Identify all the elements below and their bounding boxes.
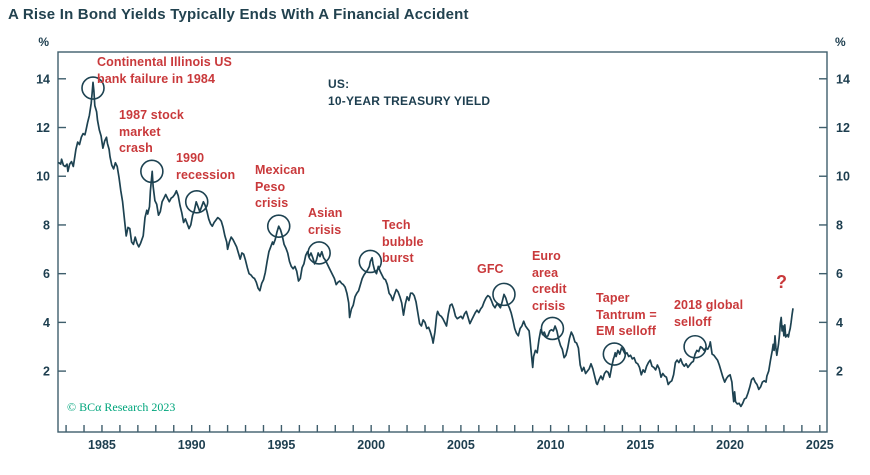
y-axis-label-left: 10 <box>36 170 50 184</box>
x-axis-label: 2000 <box>357 438 385 452</box>
y-axis-label-left: 12 <box>36 121 50 135</box>
legend-series-name: 10-YEAR TREASURY YIELD <box>328 94 491 109</box>
event-circle <box>266 214 291 238</box>
event-label: Mexican Peso crisis <box>255 163 306 210</box>
y-axis-unit-right: % <box>835 35 846 49</box>
event-circle <box>492 282 516 307</box>
event-circle <box>540 316 565 341</box>
y-axis-label-right: 8 <box>836 218 843 232</box>
y-axis-label-left: 6 <box>43 267 50 281</box>
y-axis-unit-left: % <box>38 35 49 49</box>
copyright-note: © BCα Research 2023 <box>67 400 176 414</box>
series-legend: US: 10-YEAR TREASURY YIELD <box>328 76 490 111</box>
y-axis-label-right: 4 <box>836 316 843 330</box>
event-circle <box>140 159 164 184</box>
event-circle <box>81 76 105 100</box>
event-label: 2018 global selloff <box>674 298 744 329</box>
y-axis-label-right: 10 <box>836 170 850 184</box>
event-label: Asian crisis <box>308 206 343 237</box>
question-mark: ? <box>776 272 787 292</box>
event-circle <box>683 334 707 359</box>
yield-line <box>58 81 794 408</box>
event-label: Taper Tantrum = EM selloff <box>596 291 657 338</box>
event-label: Tech bubble burst <box>382 218 424 265</box>
y-axis-label-left: 8 <box>43 218 50 232</box>
event-circle <box>358 249 383 274</box>
x-axis-label: 2010 <box>537 438 565 452</box>
event-label: 1990 recession <box>176 151 236 182</box>
legend-country: US: <box>328 77 350 91</box>
event-circle <box>184 190 209 214</box>
event-label: Euro area credit crisis <box>532 249 567 313</box>
y-axis-label-left: 4 <box>43 316 50 330</box>
x-axis-label: 2020 <box>716 438 744 452</box>
event-circle <box>602 342 627 366</box>
event-label: Continental Illinois US bank failure in … <box>97 55 232 86</box>
y-axis-label-left: 2 <box>43 365 50 379</box>
event-label: 1987 stock market crash <box>119 108 184 155</box>
event-circle <box>307 241 331 265</box>
x-axis-label: 1985 <box>88 438 116 452</box>
y-axis-label-right: 12 <box>836 121 850 135</box>
x-axis-label: 1990 <box>178 438 206 452</box>
event-label: GFC <box>477 262 504 276</box>
x-axis-label: 1995 <box>268 438 296 452</box>
y-axis-label-right: 14 <box>836 72 850 86</box>
y-axis-label-right: 2 <box>836 365 843 379</box>
x-axis-label: 2015 <box>626 438 654 452</box>
y-axis-label-left: 14 <box>36 72 50 86</box>
page-title: A Rise In Bond Yields Typically Ends Wit… <box>8 6 469 23</box>
y-axis-label-right: 6 <box>836 267 843 281</box>
x-axis-label: 2025 <box>806 438 834 452</box>
x-axis-label: 2005 <box>447 438 475 452</box>
